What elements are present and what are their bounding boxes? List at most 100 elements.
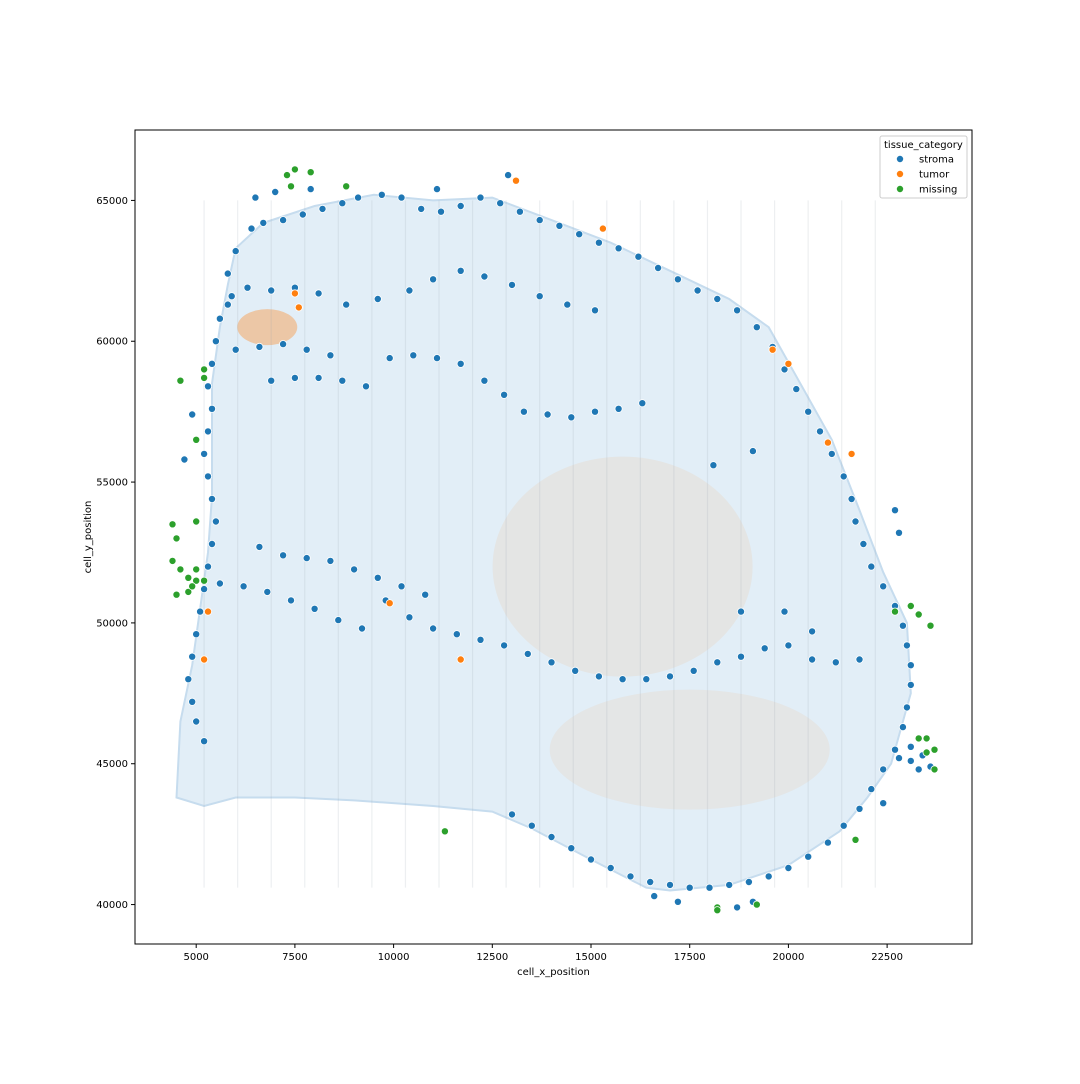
data-point-missing [168,556,177,565]
data-point-stroma [409,351,418,360]
data-point-stroma [713,658,722,667]
data-point-stroma [709,461,718,470]
data-point-stroma [196,607,205,616]
data-point-missing [192,435,201,444]
data-point-stroma [626,872,635,881]
x-tick-label: 5000 [183,952,208,963]
data-point-stroma [429,275,438,284]
legend-label-tumor: tumor [919,170,950,181]
data-point-stroma [207,404,216,413]
data-point-stroma [808,655,817,664]
data-point-missing [172,534,181,543]
data-point-stroma [733,306,742,315]
data-point-tumor [294,303,303,312]
data-point-stroma [211,337,220,346]
data-point-stroma [606,864,615,873]
data-point-stroma [859,540,868,549]
data-point-stroma [200,585,209,594]
data-point-stroma [432,354,441,363]
data-point-stroma [673,897,682,906]
data-point-stroma [405,613,414,622]
data-point-stroma [733,903,742,912]
data-point-stroma [689,666,698,675]
legend-label-stroma: stroma [919,155,954,166]
legend-label-missing: missing [919,185,957,196]
data-point-stroma [839,472,848,481]
data-point-stroma [405,286,414,295]
data-point-stroma [247,224,256,233]
tumor-density-region [549,689,830,810]
data-point-stroma [906,661,915,670]
data-point-stroma [760,644,769,653]
data-point-missing [906,602,915,611]
data-point-stroma [476,193,485,202]
data-point-missing [176,565,185,574]
data-point-stroma [184,675,193,684]
legend-marker-missing [896,184,905,193]
data-point-stroma [200,737,209,746]
data-point-missing [306,168,315,177]
data-point-stroma [211,517,220,526]
legend-items: stroma tumor missing [896,155,957,196]
data-point-missing [713,906,722,915]
data-point-missing [192,565,201,574]
y-axis: 40000 45000 50000 55000 60000 65000 [96,196,135,911]
x-tick-label: 20000 [773,952,805,963]
y-tick-label: 60000 [96,337,128,348]
data-point-tumor [512,176,521,185]
points-layer [168,165,939,915]
data-point-missing [752,900,761,909]
data-point-stroma [902,641,911,650]
data-point-stroma [547,658,556,667]
data-point-stroma [334,616,343,625]
data-point-stroma [421,590,430,599]
data-point-stroma [867,785,876,794]
data-point-stroma [203,472,212,481]
data-point-stroma [397,193,406,202]
data-point-stroma [432,185,441,194]
series-missing [168,165,939,915]
data-point-tumor [823,438,832,447]
data-point-stroma [867,562,876,571]
data-point-stroma [780,365,789,374]
data-point-stroma [192,717,201,726]
y-tick-label: 65000 [96,196,128,207]
data-point-stroma [188,410,197,419]
x-axis-label: cell_x_position [517,967,590,978]
data-point-stroma [417,204,426,213]
data-point-stroma [851,517,860,526]
data-point-stroma [385,354,394,363]
data-point-stroma [279,340,288,349]
data-point-stroma [804,407,813,416]
data-point-stroma [357,624,366,633]
data-point-stroma [823,838,832,847]
data-point-stroma [267,376,276,385]
data-point-stroma [223,269,232,278]
data-point-stroma [223,300,232,309]
data-point-stroma [891,745,900,754]
data-point-missing [891,607,900,616]
series-tumor [200,176,856,664]
data-point-stroma [373,294,382,303]
data-point-stroma [614,404,623,413]
data-point-stroma [594,238,603,247]
data-point-stroma [255,342,264,351]
data-point-stroma [879,799,888,808]
data-point-stroma [638,399,647,408]
data-point-stroma [535,292,544,301]
data-point-stroma [231,247,240,256]
data-point-tumor [203,607,212,616]
data-point-stroma [255,542,264,551]
data-point-stroma [567,413,576,422]
data-point-stroma [780,607,789,616]
data-point-missing [930,765,939,774]
data-point-stroma [361,382,370,391]
data-point-stroma [673,275,682,284]
data-point-stroma [279,551,288,560]
data-point-stroma [898,723,907,732]
data-point-tumor [290,289,299,298]
legend-marker-stroma [896,154,905,163]
data-point-stroma [286,596,295,605]
data-point-stroma [804,852,813,861]
